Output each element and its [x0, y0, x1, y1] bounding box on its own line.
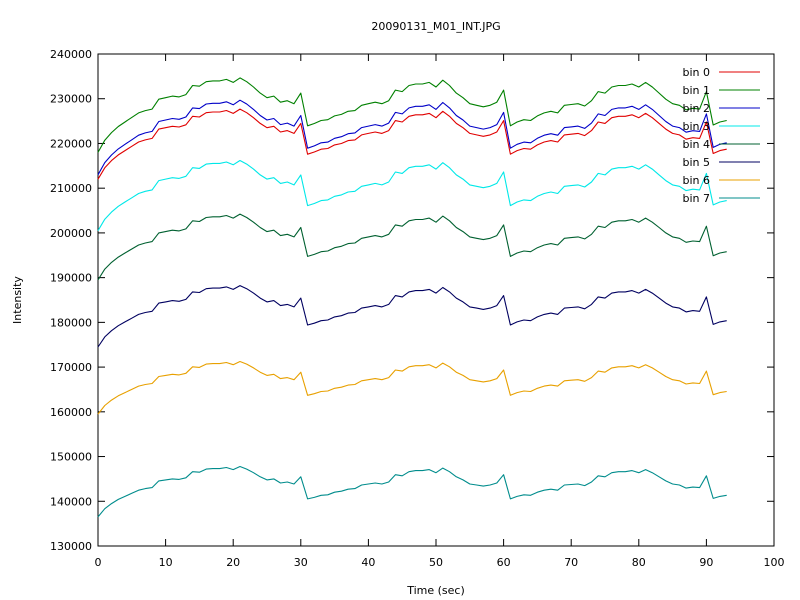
y-axis-label: Intensity: [11, 276, 24, 324]
x-axis: 0 10 20 30 40 50 60 70 80 90 100: [95, 54, 785, 569]
series-line-bin-5: [97, 285, 727, 348]
y-tick-label: 210000: [50, 182, 92, 195]
series-line-bin-3: [97, 159, 727, 231]
x-tick-label: 30: [294, 556, 308, 569]
series-line-bin-7: [97, 465, 727, 518]
x-tick-label: 50: [429, 556, 443, 569]
series-line-bin-1: [97, 77, 727, 153]
legend-label: bin 7: [682, 192, 710, 205]
y-tick-label: 130000: [50, 540, 92, 553]
x-tick-label: 100: [764, 556, 785, 569]
legend-label: bin 5: [682, 156, 710, 169]
y-tick-label: 190000: [50, 272, 92, 285]
legend-label: bin 6: [682, 174, 710, 187]
series-line-bin-6: [97, 360, 727, 415]
legend-label: bin 3: [682, 120, 710, 133]
x-tick-label: 80: [632, 556, 646, 569]
x-axis-label: Time (sec): [406, 584, 465, 597]
y-tick-label: 180000: [50, 316, 92, 329]
x-tick-label: 40: [361, 556, 375, 569]
legend-label: bin 2: [682, 102, 710, 115]
x-tick-label: 60: [497, 556, 511, 569]
series-line-bin-2: [97, 99, 727, 176]
series-line-bin-0: [97, 108, 727, 180]
y-tick-label: 160000: [50, 406, 92, 419]
y-tick-label: 150000: [50, 451, 92, 464]
y-axis: 130000 140000 150000 160000 170000 180000 1900…: [50, 48, 774, 553]
legend-label: bin 0: [682, 66, 710, 79]
x-tick-label: 90: [699, 556, 713, 569]
series-line-bin-4: [97, 213, 727, 281]
x-tick-label: 20: [226, 556, 240, 569]
x-tick-label: 70: [564, 556, 578, 569]
legend-label: bin 4: [682, 138, 710, 151]
y-tick-label: 240000: [50, 48, 92, 61]
y-tick-label: 140000: [50, 495, 92, 508]
y-tick-label: 200000: [50, 227, 92, 240]
y-tick-label: 230000: [50, 93, 92, 106]
legend: bin 0 bin 1 bin 2 bin 3 bin 4 bin 5 bin 6 bin 7: [682, 66, 760, 205]
x-tick-label: 0: [95, 556, 102, 569]
x-tick-label: 10: [159, 556, 173, 569]
y-tick-label: 170000: [50, 361, 92, 374]
y-tick-label: 220000: [50, 137, 92, 150]
series-group: [97, 77, 727, 518]
legend-label: bin 1: [682, 84, 710, 97]
chart-title: 20090131_M01_INT.JPG: [371, 20, 500, 33]
